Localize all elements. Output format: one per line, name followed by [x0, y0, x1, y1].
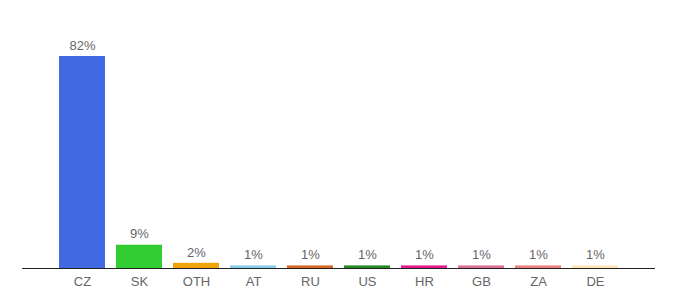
svg-text:HR: HR — [415, 274, 434, 289]
svg-text:US: US — [358, 274, 376, 289]
svg-text:ZA: ZA — [530, 274, 547, 289]
svg-text:2%: 2% — [187, 244, 206, 259]
svg-text:DE: DE — [586, 274, 604, 289]
svg-text:1%: 1% — [301, 247, 320, 262]
svg-text:1%: 1% — [586, 247, 605, 262]
svg-text:SK: SK — [131, 274, 149, 289]
svg-text:CZ: CZ — [74, 274, 91, 289]
svg-text:AT: AT — [246, 274, 262, 289]
svg-text:RU: RU — [301, 274, 320, 289]
svg-text:9%: 9% — [130, 226, 149, 241]
svg-text:1%: 1% — [358, 247, 377, 262]
svg-text:82%: 82% — [69, 38, 95, 53]
svg-text:GB: GB — [472, 274, 491, 289]
svg-text:1%: 1% — [472, 247, 491, 262]
svg-text:1%: 1% — [415, 247, 434, 262]
svg-text:1%: 1% — [529, 247, 548, 262]
svg-text:1%: 1% — [244, 247, 263, 262]
svg-text:OTH: OTH — [183, 274, 210, 289]
